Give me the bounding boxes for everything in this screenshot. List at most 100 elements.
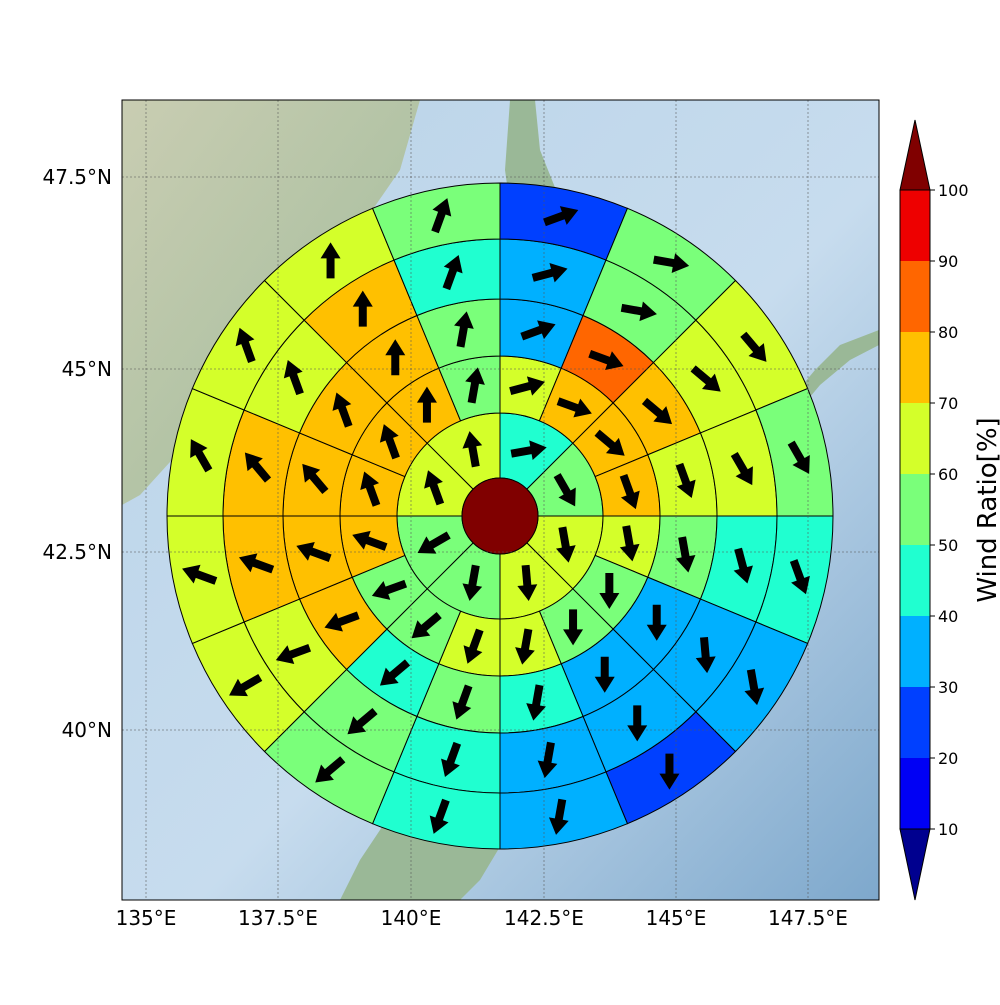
colorbar-segment	[900, 687, 930, 758]
wind-arrow-r3-s10	[379, 659, 411, 686]
center-circle	[461, 477, 539, 555]
wind-arrow-r3-s12	[296, 542, 332, 563]
colorbar-frame	[899, 189, 931, 830]
colorbar-segment	[900, 332, 930, 403]
wind-arrow-r5-s13	[190, 439, 213, 473]
x-tick-label: 142.5°E	[504, 906, 584, 930]
colorbar-segment	[900, 758, 930, 829]
wind-arrow-r1-s7	[424, 470, 445, 506]
colorbar-tick-label: 50	[938, 536, 958, 555]
wind-arrow-r5-s2	[652, 253, 690, 273]
wind-arrow-r2-s10	[411, 611, 442, 639]
wind-arrow-r3-s3	[641, 397, 673, 425]
wind-arrow-r1-s8	[462, 431, 483, 468]
colorbar-ticks: 10 20 30 40 50 60 70 80 90 100	[930, 181, 969, 839]
wind-arrow-r3-s16	[454, 311, 474, 348]
wind-arrow-r3-s6	[646, 604, 667, 641]
wind-arrow-r2-s4	[619, 473, 640, 510]
x-tick-label: 145°E	[646, 906, 707, 930]
wind-arrow-r1-s5	[462, 564, 483, 601]
wind-arrow-r1-s3	[555, 526, 576, 563]
wind-arrow-r5-s8	[548, 798, 569, 835]
wind-arrow-r4-s3	[690, 365, 721, 392]
wind-arrow-r4-s13	[244, 452, 272, 483]
wind-arrow-r4-s10	[347, 708, 378, 735]
colorbar-tick-label: 60	[938, 465, 958, 484]
wind-arrow-r1-s4	[517, 564, 538, 602]
wind-arrow-r5-s7	[659, 753, 680, 790]
colorbar-tick-label: 30	[938, 678, 958, 697]
colorbar-tick-label: 80	[938, 323, 958, 342]
wind-arrow-r4-s8	[537, 741, 558, 778]
wind-arrow-r4-s2	[620, 301, 657, 322]
wind-arrow-r2-s3	[594, 429, 625, 456]
colorbar-tick-label: 10	[938, 820, 958, 839]
wind-arrow-r1-s1	[510, 440, 547, 461]
wind-arrow-r3-s2	[588, 350, 624, 371]
wind-arrow-r3-s7	[594, 656, 615, 693]
wind-arrow-r2-s14	[379, 424, 400, 460]
wind-arrow-r5-s11	[229, 673, 263, 697]
wind-arrow-r4-s12	[238, 553, 275, 574]
x-tick-label: 147.5°E	[768, 906, 848, 930]
wind-arrow-r4-s14	[283, 359, 304, 396]
wind-arrow-r2-s7	[563, 609, 584, 646]
wind-arrow-r5-s14	[235, 327, 256, 363]
y-axis-ticks: 40°N 42.5°N 45°N 47.5°N	[43, 165, 113, 742]
wind-arrow-r2-s2	[556, 397, 592, 418]
wind-arrow-r5-s16	[431, 198, 452, 234]
x-tick-label: 137.5°E	[238, 906, 318, 930]
wind-arrow-r2-s6	[599, 573, 620, 610]
wind-arrow-r2-s9	[463, 628, 484, 664]
wind-arrow-r2-s15	[416, 386, 437, 423]
wind-arrow-r4-s6	[695, 636, 716, 674]
wind-arrow-r3-s13	[302, 463, 329, 495]
wind-arrow-r2-s13	[360, 471, 381, 507]
wind-arrow-r4-s5	[733, 547, 753, 584]
wind-arrow-r5-s9	[429, 798, 450, 834]
colorbar-extend-min	[899, 828, 931, 901]
colorbar-segment	[900, 261, 930, 332]
wind-arrow-r5-s10	[315, 756, 346, 783]
wind-arrow-r3-s15	[385, 339, 406, 376]
wind-arrow-r4-s16	[442, 254, 463, 291]
colorbar-label: Wind Ratio[%]	[973, 417, 1000, 602]
colorbar	[899, 119, 931, 901]
colorbar-tick-label: 40	[938, 607, 958, 626]
wind-arrow-r4-s11	[275, 643, 312, 664]
y-tick-label: 40°N	[62, 718, 112, 742]
wind-arrow-r3-s4	[675, 462, 696, 499]
wind-arrow-r3-s8	[526, 684, 546, 721]
wind-arrow-r4-s15	[352, 290, 373, 327]
wind-arrow-r1-s6	[417, 531, 451, 554]
colorbar-tick-label: 70	[938, 394, 958, 413]
colorbar-tick-label: 100	[938, 181, 969, 200]
wind-arrow-r3-s14	[332, 392, 353, 428]
x-tick-label: 135°E	[116, 906, 177, 930]
wind-arrow-r2-s11	[371, 579, 408, 600]
wind-arrow-r4-s7	[627, 705, 648, 742]
wind-arrow-r2-s12	[352, 530, 388, 551]
wind-arrow-r5-s6	[744, 668, 765, 706]
wind-arrow-r5-s4	[787, 440, 810, 474]
wind-arrow-r4-s4	[730, 451, 753, 486]
colorbar-extend-max	[899, 119, 931, 191]
colorbar-segment	[900, 545, 930, 616]
wind-arrow-r2-s16	[465, 367, 485, 404]
wind-arrow-r5-s3	[740, 331, 767, 362]
wind-arrow-r5-s1	[543, 206, 579, 227]
wind-ratio-sectors	[166, 182, 834, 850]
wind-arrow-r2-s8	[515, 628, 535, 665]
wind-arrow-r5-s15	[320, 242, 341, 279]
y-tick-label: 47.5°N	[43, 165, 113, 189]
colorbar-segment	[900, 616, 930, 687]
x-tick-label: 140°E	[381, 906, 442, 930]
wind-arrow-r4-s1	[531, 263, 568, 283]
wind-arrow-r3-s1	[520, 320, 556, 341]
wind-arrow-r3-s5	[675, 536, 696, 573]
y-tick-label: 42.5°N	[43, 540, 113, 564]
y-tick-label: 45°N	[62, 357, 112, 381]
colorbar-segment	[900, 403, 930, 474]
